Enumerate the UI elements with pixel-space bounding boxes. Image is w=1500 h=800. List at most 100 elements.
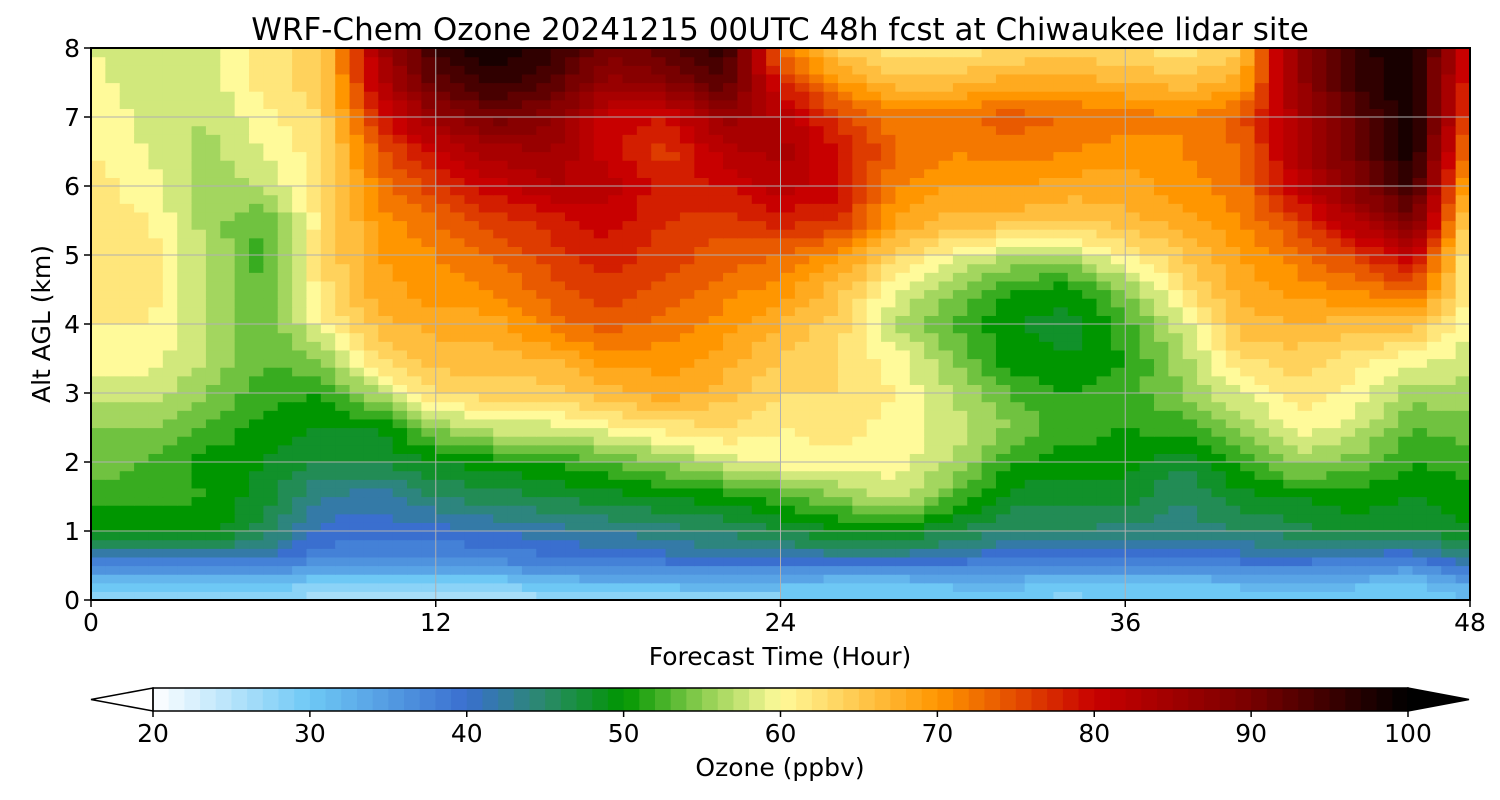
heatmap-cell — [1153, 436, 1169, 446]
heatmap-cell — [1182, 151, 1198, 161]
heatmap-cell — [1110, 211, 1126, 222]
heatmap-cell — [1197, 384, 1213, 394]
heatmap-cell — [579, 393, 595, 403]
heatmap-cell — [981, 211, 997, 222]
heatmap-cell — [550, 315, 566, 325]
heatmap-cell — [1197, 255, 1213, 265]
heatmap-cell — [651, 393, 667, 403]
heatmap-cell — [1398, 565, 1414, 575]
heatmap-cell — [91, 582, 106, 592]
heatmap-cell — [1039, 436, 1055, 446]
heatmap-cell — [191, 255, 207, 265]
heatmap-cell — [363, 272, 379, 282]
heatmap-cell — [967, 211, 983, 222]
heatmap-cell — [981, 522, 997, 532]
heatmap-cell — [421, 324, 437, 334]
heatmap-cell — [1096, 255, 1112, 265]
heatmap-cell — [593, 505, 609, 515]
heatmap-cell — [1283, 298, 1299, 308]
heatmap-cell — [493, 548, 509, 558]
heatmap-cell — [981, 263, 997, 273]
heatmap-cell — [407, 444, 422, 454]
heatmap-cell — [1398, 246, 1414, 256]
heatmap-cell — [579, 211, 595, 222]
heatmap-cell — [837, 384, 853, 394]
heatmap-cell — [335, 237, 351, 247]
heatmap-cell — [1297, 151, 1313, 161]
heatmap-cell — [148, 211, 164, 222]
heatmap-cell — [1110, 237, 1126, 247]
heatmap-cell — [866, 539, 882, 549]
heatmap-cell — [852, 367, 868, 377]
heatmap-cell — [1139, 367, 1155, 377]
heatmap-cell — [593, 168, 609, 178]
heatmap-cell — [794, 332, 810, 342]
heatmap-cell — [751, 203, 767, 213]
heatmap-cell — [794, 453, 810, 463]
heatmap-cell — [162, 349, 178, 360]
heatmap-cell — [119, 237, 135, 247]
heatmap-cell — [335, 160, 351, 170]
heatmap-cell — [608, 453, 624, 463]
heatmap-cell — [1067, 531, 1083, 541]
heatmap-cell — [105, 496, 121, 506]
heatmap-cell — [205, 513, 221, 523]
heatmap-cell — [708, 556, 724, 567]
heatmap-cell — [421, 289, 437, 299]
heatmap-cell — [881, 211, 897, 222]
heatmap-cell — [708, 384, 724, 394]
heatmap-cell — [1426, 315, 1442, 325]
heatmap-cell — [1369, 315, 1385, 325]
heatmap-cell — [450, 479, 466, 489]
heatmap-cell — [464, 332, 480, 342]
heatmap-cell — [1311, 298, 1327, 308]
heatmap-cell — [1268, 289, 1284, 299]
heatmap-cell — [1398, 591, 1414, 600]
heatmap-cell — [837, 358, 853, 368]
heatmap-cell — [162, 393, 178, 403]
heatmap-cell — [636, 556, 652, 567]
heatmap-cell — [234, 574, 250, 584]
heatmap-cell — [478, 591, 494, 600]
heatmap-cell — [277, 470, 293, 480]
heatmap-cell — [493, 315, 509, 325]
heatmap-cell — [1182, 324, 1198, 334]
heatmap-cell — [191, 280, 207, 291]
heatmap-cell — [1426, 513, 1442, 523]
heatmap-cell — [1096, 436, 1112, 446]
heatmap-cell — [1082, 220, 1098, 230]
heatmap-cell — [521, 393, 537, 403]
heatmap-cell — [1182, 496, 1198, 506]
heatmap-cell — [464, 194, 480, 204]
heatmap-cell — [995, 280, 1011, 291]
heatmap-cell — [766, 496, 782, 506]
heatmap-cell — [751, 194, 767, 204]
heatmap-cell — [881, 427, 897, 437]
heatmap-cell — [134, 574, 150, 584]
heatmap-cell — [1297, 522, 1313, 532]
heatmap-cell — [1182, 263, 1198, 273]
heatmap-cell — [550, 582, 566, 592]
heatmap-cell — [464, 229, 480, 239]
heatmap-cell — [1010, 436, 1026, 446]
heatmap-cell — [1125, 487, 1141, 498]
heatmap-cell — [1053, 160, 1069, 170]
heatmap-cell — [249, 591, 264, 600]
heatmap-cell — [823, 289, 839, 299]
heatmap-cell — [1110, 263, 1126, 273]
heatmap-cell — [1067, 220, 1083, 230]
heatmap-cell — [708, 220, 724, 230]
heatmap-cell — [1383, 427, 1399, 437]
heatmap-cell — [1039, 479, 1055, 489]
heatmap-cell — [450, 436, 466, 446]
heatmap-cell — [1067, 410, 1083, 420]
heatmap-cell — [751, 591, 767, 600]
heatmap-cell — [1096, 574, 1112, 584]
heatmap-cell — [565, 556, 580, 567]
heatmap-cell — [909, 410, 925, 420]
heatmap-cell — [1283, 513, 1299, 523]
heatmap-cell — [277, 513, 293, 523]
heatmap-cell — [938, 349, 954, 360]
heatmap-cell — [708, 436, 724, 446]
heatmap-cell — [191, 418, 207, 429]
